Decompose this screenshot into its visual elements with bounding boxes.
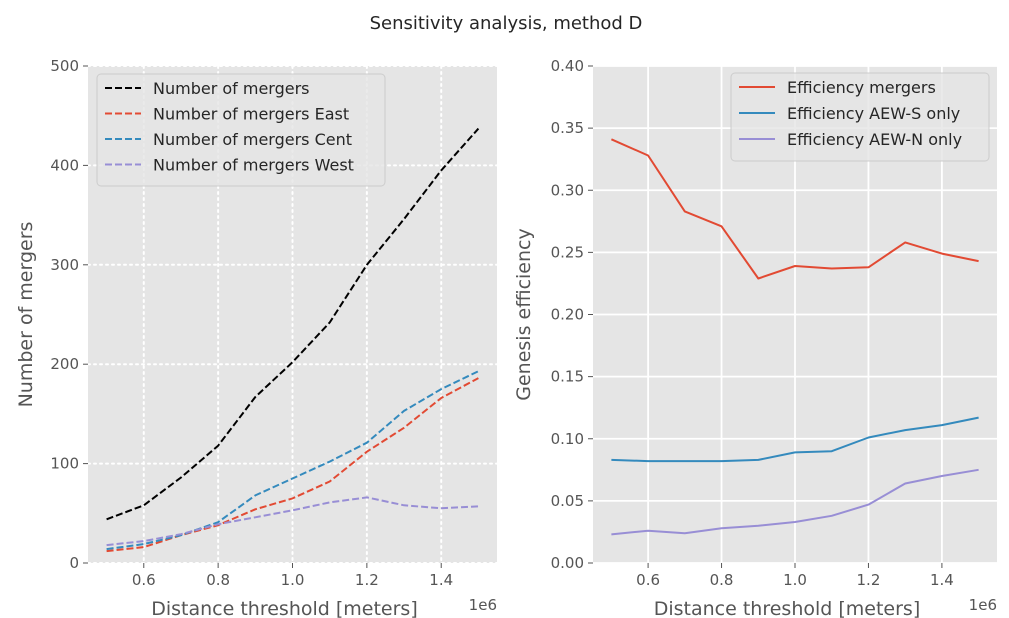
- right-ytick-label-8: 0.40: [551, 57, 584, 75]
- right-x-axis-label: Distance threshold [meters]: [654, 598, 921, 618]
- right-legend-label-1: Efficiency AEW-S only: [787, 104, 960, 123]
- left-xtick-label-2: 1.0: [281, 571, 305, 589]
- right-ytick-label-5: 0.25: [551, 243, 584, 261]
- left-ytick-label-3: 300: [50, 256, 79, 274]
- right-xtick-label-4: 1.4: [930, 571, 954, 589]
- left-legend-label-2: Number of mergers Cent: [153, 130, 352, 149]
- right-ytick-label-2: 0.10: [551, 430, 584, 448]
- right-ytick-label-4: 0.20: [551, 306, 584, 324]
- right-ytick-label-1: 0.05: [551, 492, 584, 510]
- left-xtick-label-4: 1.4: [429, 571, 453, 589]
- left-y-axis-label: Number of mergers: [15, 222, 37, 408]
- right-ytick-label-0: 0.00: [551, 554, 584, 572]
- left-x-offset-label: 1e6: [469, 596, 497, 614]
- left-series-line-0: [106, 127, 480, 521]
- right-xtick-label-1: 0.8: [710, 571, 734, 589]
- left-ytick-label-4: 400: [50, 156, 79, 174]
- right-legend-box: [730, 72, 990, 162]
- right-y-axis-label: Genesis efficiency: [513, 228, 535, 400]
- right-legend-label-0: Efficiency mergers: [787, 78, 936, 97]
- left-xtick-label-0: 0.6: [132, 571, 156, 589]
- right-xtick-label-0: 0.6: [636, 571, 660, 589]
- left-xtick-label-3: 1.2: [355, 571, 379, 589]
- right-legend-label-2: Efficiency AEW-N only: [787, 130, 962, 149]
- right-xtick-label-3: 1.2: [857, 571, 881, 589]
- left-legend-label-0: Number of mergers: [153, 79, 310, 98]
- right-ytick-label-6: 0.30: [551, 181, 584, 199]
- left-ytick-label-2: 200: [50, 355, 79, 373]
- left-ytick-label-5: 500: [50, 57, 79, 75]
- left-xtick-label-1: 0.8: [206, 571, 230, 589]
- right-x-offset-label: 1e6: [969, 596, 997, 614]
- left-legend-box: [96, 73, 386, 187]
- chart-panel-right: 0.6 0.8 1.0 1.2 1.4 0.00 0.05 0.10 0.15 0.20 0.25 0…: [513, 57, 997, 618]
- right-ytick-label-7: 0.35: [551, 119, 584, 137]
- left-series-line-3: [106, 496, 479, 547]
- right-xtick-label-2: 1.0: [783, 571, 807, 589]
- left-legend-label-1: Number of mergers East: [153, 105, 349, 124]
- figure-title: Sensitivity analysis, method D: [370, 13, 643, 34]
- left-legend-label-3: Number of mergers West: [153, 156, 354, 175]
- left-ytick-label-1: 100: [50, 455, 79, 473]
- left-ytick-label-0: 0: [69, 554, 79, 572]
- chart-panel-left: 0.6 0.8 1.0 1.2 1.4 0 100 200 300 400 500 Distance …: [15, 57, 498, 618]
- left-x-axis-label: Distance threshold [meters]: [151, 598, 418, 618]
- right-ytick-label-3: 0.15: [551, 368, 584, 386]
